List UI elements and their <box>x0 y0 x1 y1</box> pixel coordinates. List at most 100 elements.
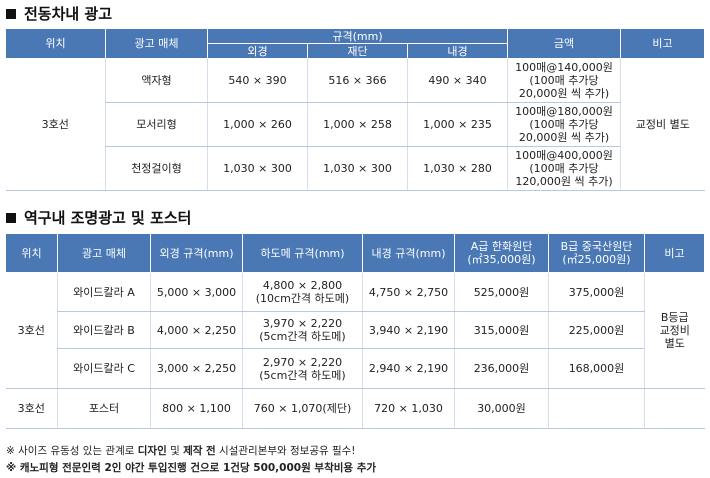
header-outer: 외경 규격(mm) <box>150 233 243 273</box>
ad-table-station: 위치 광고 매체 외경 규격(mm) 하도메 규격(mm) 내경 규격(mm) … <box>5 233 705 429</box>
header-outer: 외경 <box>207 43 308 59</box>
table-row: 천정걸이형 1,030 × 300 1,030 × 300 1,030 × 28… <box>6 146 705 191</box>
header-location: 위치 <box>5 233 58 273</box>
table-row: 와이드칼라 B 4,000 × 2,250 3,970 × 2,220 (5cm… <box>6 311 705 349</box>
inner-cell: 1,000 × 235 <box>406 102 508 147</box>
section2-title-text: 역구내 조명광고 및 포스터 <box>24 209 192 227</box>
inner-cell: 490 × 340 <box>406 58 508 103</box>
table-row: 와이드칼라 C 3,000 × 2,250 2,970 × 2,220 (5cm… <box>6 348 705 389</box>
media-cell: 액자형 <box>105 58 208 103</box>
price-line: 20,000원 씩 추가) <box>518 131 610 144</box>
location-cell: 3호선 <box>5 58 106 191</box>
header-inner: 내경 <box>406 43 509 59</box>
hadome-line: (5cm간격 하도메) <box>259 368 346 382</box>
hadome-line: 3,970 × 2,220 <box>262 317 343 330</box>
header-grade-b-line: B급 중국산원단 <box>560 240 633 253</box>
grade-b-cell: 225,000원 <box>548 311 645 349</box>
outer-cell: 800 × 1,100 <box>150 388 243 429</box>
note1-bold1: 디자인 <box>137 445 167 457</box>
hadome-line: (10cm간격 하도메) <box>255 292 350 305</box>
location-cell: 3호선 <box>5 388 58 429</box>
inner-cell: 720 × 1,030 <box>362 388 455 429</box>
price-line: 120,000원 씩 추가) <box>515 175 613 188</box>
hadome-cell: 760 × 1,070(제단) <box>242 388 363 429</box>
header-grade-b-line: (㎡25,000원) <box>562 253 631 266</box>
outer-cell: 1,000 × 260 <box>207 102 308 147</box>
table-row: 모서리형 1,000 × 260 1,000 × 258 1,000 × 235… <box>6 102 705 147</box>
header-location: 위치 <box>5 28 106 59</box>
note1-post: 시설관리본부와 정보공유 필수! <box>215 445 356 457</box>
header-media: 광고 매체 <box>105 28 208 59</box>
outer-cell: 3,000 × 2,250 <box>150 348 243 389</box>
grade-b-cell: 375,000원 <box>548 272 645 312</box>
square-bullet-icon <box>6 8 16 19</box>
grade-a-cell: 315,000원 <box>454 311 549 349</box>
media-cell: 와이드칼라 B <box>57 311 151 349</box>
section2-title: 역구내 조명광고 및 포스터 <box>6 207 191 228</box>
media-cell: 와이드칼라 A <box>57 272 151 312</box>
note-cell <box>644 388 705 429</box>
hadome-line: 2,970 × 2,220 <box>262 355 343 369</box>
price-cell: 100매@400,000원 (100매 추가당 120,000원 씩 추가) <box>507 146 621 191</box>
inner-cell: 1,030 × 280 <box>406 146 508 191</box>
hadome-cell: 2,970 × 2,220 (5cm간격 하도메) <box>242 348 363 389</box>
header-grade-a-line: (㎡35,000원) <box>467 253 536 266</box>
note1-bold2: 제작 전 <box>183 445 216 457</box>
grade-a-cell: 236,000원 <box>454 348 549 389</box>
section1-title: 전동차내 광고 <box>6 3 112 24</box>
header-grade-a: A급 한화원단 (㎡35,000원) <box>454 233 549 273</box>
inner-cell: 3,940 × 2,190 <box>362 311 455 349</box>
inner-cell: 4,750 × 2,750 <box>362 272 455 312</box>
header-inner: 내경 규격(mm) <box>362 233 455 273</box>
price-line: (100매 추가당 <box>529 162 599 175</box>
price-cell: 100매@180,000원 (100매 추가당 20,000원 씩 추가) <box>507 102 621 147</box>
note-cell: 교정비 별도 <box>620 58 705 191</box>
header-grade-a-line: A급 한화원단 <box>470 240 533 253</box>
price-line: 20,000원 씩 추가) <box>518 87 610 100</box>
ad-table-train: 위치 광고 매체 규격(mm) 금액 비고 외경 재단 내경 3호선 액자형 5… <box>5 28 706 191</box>
note-line-2: ※ 캐노피형 전문인력 2인 야간 투입진행 건으로 1건당 500,000원 … <box>6 462 377 474</box>
media-cell: 모서리형 <box>105 102 208 147</box>
header-price: 금액 <box>507 28 622 59</box>
note1-mid: 및 <box>166 445 184 457</box>
note-line: B등급 <box>660 311 689 324</box>
header-grade-b: B급 중국산원단 (㎡25,000원) <box>548 233 645 273</box>
cut-cell: 516 × 366 <box>307 58 408 103</box>
table-row: 3호선 와이드칼라 A 5,000 × 3,000 4,800 × 2,800 … <box>5 272 705 389</box>
media-cell: 포스터 <box>57 388 151 429</box>
hadome-cell: 4,800 × 2,800 (10cm간격 하도메) <box>242 272 363 312</box>
header-note: 비고 <box>644 233 705 273</box>
table-row: 3호선 액자형 540 × 390 516 × 366 490 × 340 10… <box>5 58 705 191</box>
grade-a-cell: 525,000원 <box>454 272 549 312</box>
cut-cell: 1,030 × 300 <box>307 146 408 191</box>
outer-cell: 540 × 390 <box>207 58 308 103</box>
section1-title-text: 전동차내 광고 <box>24 5 113 23</box>
outer-cell: 4,000 × 2,250 <box>150 311 243 349</box>
grade-b-cell <box>548 388 645 429</box>
square-bullet-icon <box>6 212 16 223</box>
table-row: 3호선 포스터 800 × 1,100 760 × 1,070(제단) 720 … <box>5 388 705 429</box>
grade-a-cell: 30,000원 <box>454 388 549 429</box>
price-line: 100매@180,000원 <box>515 105 613 118</box>
note-line-1: ※ 사이즈 유동성 있는 관계로 디자인 및 제작 전 시설관리본부와 정보공유… <box>6 443 356 458</box>
media-cell: 천정걸이형 <box>105 146 208 191</box>
header-note: 비고 <box>620 28 706 59</box>
price-line: (100매 추가당 <box>529 118 599 131</box>
price-line: 100매@400,000원 <box>515 149 613 162</box>
location-cell: 3호선 <box>5 272 58 389</box>
header-spec: 규격(mm) <box>206 28 509 44</box>
price-line: (100매 추가당 <box>529 74 599 87</box>
note1-pre: ※ 사이즈 유동성 있는 관계로 <box>6 445 138 457</box>
outer-cell: 5,000 × 3,000 <box>150 272 243 312</box>
note-line: 교정비 <box>659 324 690 337</box>
price-cell: 100매@140,000원 (100매 추가당 20,000원 씩 추가) <box>507 58 621 103</box>
hadome-line: (5cm간격 하도메) <box>259 330 346 343</box>
price-line: 100매@140,000원 <box>515 61 613 74</box>
header-hadome: 하도메 규격(mm) <box>242 233 363 273</box>
note-line: 별도 <box>664 337 685 350</box>
media-cell: 와이드칼라 C <box>57 348 151 389</box>
hadome-cell: 3,970 × 2,220 (5cm간격 하도메) <box>242 311 363 349</box>
outer-cell: 1,030 × 300 <box>207 146 308 191</box>
grade-b-cell: 168,000원 <box>548 348 645 389</box>
header-cut: 재단 <box>307 43 408 59</box>
